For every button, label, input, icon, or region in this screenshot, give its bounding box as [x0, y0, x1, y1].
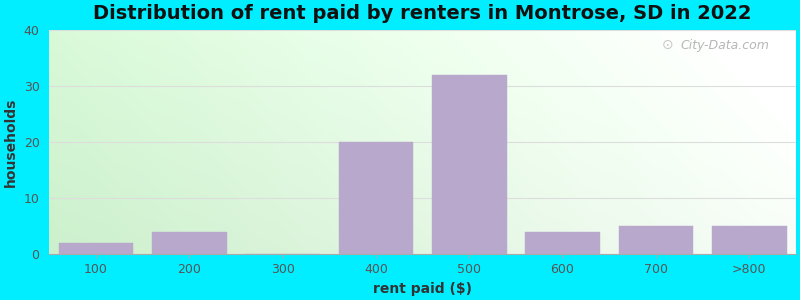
Bar — [152, 232, 226, 254]
X-axis label: rent paid ($): rent paid ($) — [373, 282, 472, 296]
Text: City-Data.com: City-Data.com — [681, 39, 770, 52]
Bar — [432, 75, 506, 254]
Y-axis label: households: households — [4, 98, 18, 187]
Bar — [338, 142, 414, 254]
Bar — [618, 226, 693, 254]
Text: ⊙: ⊙ — [662, 38, 673, 52]
Bar — [526, 232, 600, 254]
Bar — [712, 226, 786, 254]
Bar — [58, 243, 134, 254]
Title: Distribution of rent paid by renters in Montrose, SD in 2022: Distribution of rent paid by renters in … — [94, 4, 752, 23]
